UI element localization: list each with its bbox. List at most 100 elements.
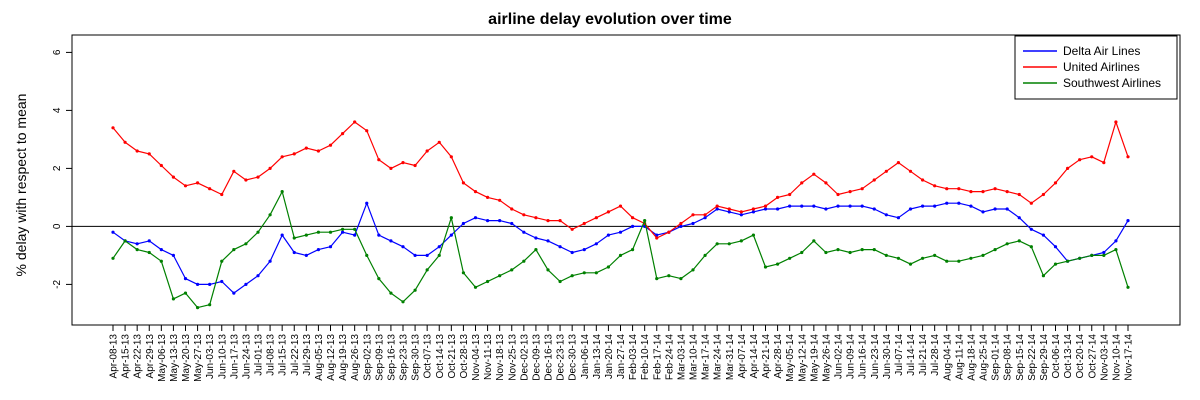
- x-tick-label: Aug-26-13: [350, 334, 361, 381]
- x-tick-label: Nov-11-13: [483, 334, 494, 380]
- x-tick-label: May-05-14: [785, 334, 796, 382]
- x-tick-label: Apr-29-13: [145, 334, 156, 379]
- data-point: [244, 282, 248, 286]
- data-point: [111, 256, 115, 260]
- x-tick-label: Jun-09-14: [846, 334, 857, 379]
- data-point: [256, 274, 260, 278]
- data-point: [1102, 250, 1106, 255]
- data-point: [449, 155, 453, 159]
- data-point: [824, 207, 828, 211]
- x-tick-label: Nov-18-13: [495, 334, 506, 381]
- data-point: [896, 161, 901, 165]
- data-point: [280, 190, 284, 194]
- data-point: [220, 279, 224, 284]
- data-point: [691, 213, 695, 217]
- data-point: [1053, 262, 1058, 266]
- data-point: [582, 221, 586, 226]
- data-point: [147, 250, 151, 255]
- data-point: [775, 195, 780, 199]
- y-tick-label: 2: [52, 165, 63, 171]
- data-point: [788, 192, 792, 197]
- data-point: [606, 233, 611, 237]
- data-point: [437, 245, 441, 249]
- data-point: [534, 236, 538, 240]
- data-point: [1126, 285, 1130, 289]
- x-tick-label: Aug-25-14: [979, 334, 990, 381]
- data-point: [800, 181, 804, 185]
- data-point: [304, 253, 308, 257]
- x-tick-label: Mar-24-14: [713, 334, 724, 381]
- data-point: [606, 265, 611, 269]
- chart-title: airline delay evolution over time: [488, 11, 732, 28]
- data-point: [715, 207, 719, 211]
- x-tick-label: Feb-17-14: [652, 334, 663, 381]
- data-point: [353, 120, 357, 124]
- data-point: [413, 253, 417, 257]
- x-tick-label: Nov-25-13: [507, 334, 518, 381]
- x-tick-label: Jan-06-14: [580, 334, 591, 379]
- data-point: [1102, 161, 1106, 165]
- data-point: [1114, 248, 1118, 252]
- data-point: [703, 253, 707, 257]
- data-point: [933, 204, 937, 208]
- data-point: [800, 250, 804, 255]
- data-point: [183, 184, 188, 188]
- x-tick-label: Mar-17-14: [701, 334, 712, 381]
- data-point: [498, 198, 502, 202]
- x-tick-label: Dec-16-13: [544, 334, 555, 381]
- data-point: [498, 274, 502, 278]
- data-point: [292, 152, 296, 156]
- data-point: [147, 239, 151, 243]
- data-point: [461, 181, 466, 185]
- data-point: [945, 201, 949, 205]
- data-point: [993, 187, 997, 191]
- data-point: [751, 207, 756, 211]
- data-point: [256, 230, 260, 234]
- data-point: [655, 233, 659, 237]
- x-tick-label: Mar-10-14: [689, 334, 700, 381]
- data-point: [945, 259, 949, 263]
- data-point: [1005, 207, 1009, 211]
- data-point: [691, 221, 695, 226]
- data-point: [171, 175, 176, 179]
- data-point: [848, 250, 852, 255]
- series-points-0: [111, 201, 1130, 295]
- x-tick-label: Sep-29-14: [1039, 334, 1050, 381]
- series-line-0: [112, 202, 1129, 294]
- data-point: [1090, 253, 1094, 257]
- data-point: [449, 216, 453, 220]
- data-point: [365, 129, 369, 133]
- x-tick-label: Dec-09-13: [531, 334, 542, 381]
- data-point: [993, 248, 997, 252]
- data-point: [981, 253, 985, 257]
- x-tick-label: Jun-02-14: [834, 334, 845, 379]
- data-point: [522, 213, 526, 217]
- x-tick-label: Aug-11-14: [954, 334, 965, 380]
- x-tick-label: Oct-20-14: [1075, 334, 1086, 379]
- x-tick-label: Jan-20-14: [604, 334, 615, 379]
- x-tick-label: Jun-03-13: [205, 334, 216, 379]
- data-point: [558, 245, 562, 249]
- x-tick-label: Jun-17-13: [229, 334, 240, 379]
- x-tick-label: Oct-06-14: [1051, 334, 1062, 379]
- data-point: [522, 230, 526, 234]
- data-point: [739, 210, 743, 214]
- data-point: [582, 248, 586, 252]
- x-tick-label: Sep-15-14: [1015, 334, 1026, 381]
- data-point: [183, 291, 188, 295]
- data-point: [872, 207, 876, 211]
- data-point: [268, 166, 272, 170]
- x-tick-label: Jul-22-13: [290, 334, 301, 376]
- data-point: [933, 253, 937, 257]
- data-point: [328, 245, 333, 249]
- data-point: [135, 242, 139, 246]
- data-point: [135, 248, 139, 252]
- data-point: [1005, 190, 1009, 194]
- x-tick-label: Jul-01-13: [254, 334, 265, 376]
- data-point: [630, 248, 635, 252]
- data-point: [618, 204, 623, 208]
- data-point: [945, 187, 949, 191]
- data-point: [437, 140, 441, 144]
- data-point: [667, 274, 671, 278]
- data-point: [316, 149, 321, 153]
